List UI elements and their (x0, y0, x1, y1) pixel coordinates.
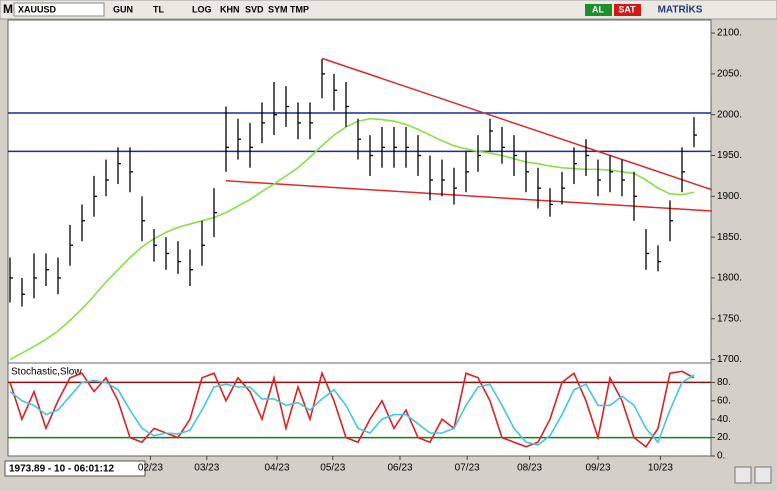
brand: MATRİKS (658, 3, 703, 16)
sell-button[interactable] (614, 4, 641, 16)
logo: M (3, 2, 13, 16)
y-tick-label: 2100. (717, 28, 742, 39)
y-tick-label: 20. (717, 432, 731, 443)
indicator-title: Stochastic,Slow (11, 367, 82, 378)
x-tick-label: 07/23 (455, 463, 480, 474)
y-tick-label: 0. (717, 451, 725, 462)
symbol: XAUUSD (18, 4, 57, 14)
y-tick-label: 40. (717, 414, 731, 425)
x-tick-label: 04/23 (264, 463, 289, 474)
tool-icon[interactable] (734, 466, 752, 484)
y-tick-label: 80. (717, 377, 731, 388)
y-tick-label: 60. (717, 395, 731, 406)
sell-label: SAT (618, 4, 636, 14)
x-tick-label: 10/23 (648, 463, 673, 474)
y-tick-label: 2050. (717, 69, 742, 80)
toolbar-button[interactable]: TMP (290, 4, 309, 14)
y-tick-label: 1850. (717, 232, 742, 243)
toolbar-button[interactable]: GUN (113, 4, 133, 14)
status: 1973.89 - 10 - 06:01:12 (9, 464, 115, 475)
y-tick-label: 1950. (717, 150, 742, 161)
trend-line (225, 180, 713, 212)
buy-button[interactable] (585, 4, 612, 16)
x-tick-label: 08/23 (517, 463, 542, 474)
x-tick-label: 02/23 (138, 463, 163, 474)
toolbar-button[interactable]: SYM (268, 4, 288, 14)
toolbar-button[interactable]: TL (153, 4, 164, 14)
y-tick-label: 1900. (717, 191, 742, 202)
series-line (9, 117, 695, 361)
toolbar-button[interactable]: KHN (220, 4, 240, 14)
symbol-box[interactable] (13, 2, 105, 17)
tool-icon[interactable] (754, 466, 772, 484)
x-tick-label: 05/23 (320, 463, 345, 474)
y-tick-label: 1750. (717, 313, 742, 324)
x-tick-label: 03/23 (194, 463, 219, 474)
series-line (9, 374, 695, 446)
plot-area (7, 19, 712, 457)
y-tick-label: 2000. (717, 109, 742, 120)
toolbar-button[interactable]: LOG (192, 4, 212, 14)
status-box (4, 460, 146, 477)
toolbar-button[interactable]: SVD (245, 4, 264, 14)
toolbar (0, 0, 777, 20)
y-tick-label: 1800. (717, 273, 742, 284)
x-tick-label: 09/23 (585, 463, 610, 474)
trend-line (321, 57, 713, 191)
buy-label: AL (592, 4, 604, 14)
y-tick-label: 1700. (717, 354, 742, 365)
x-tick-label: 06/23 (387, 463, 412, 474)
